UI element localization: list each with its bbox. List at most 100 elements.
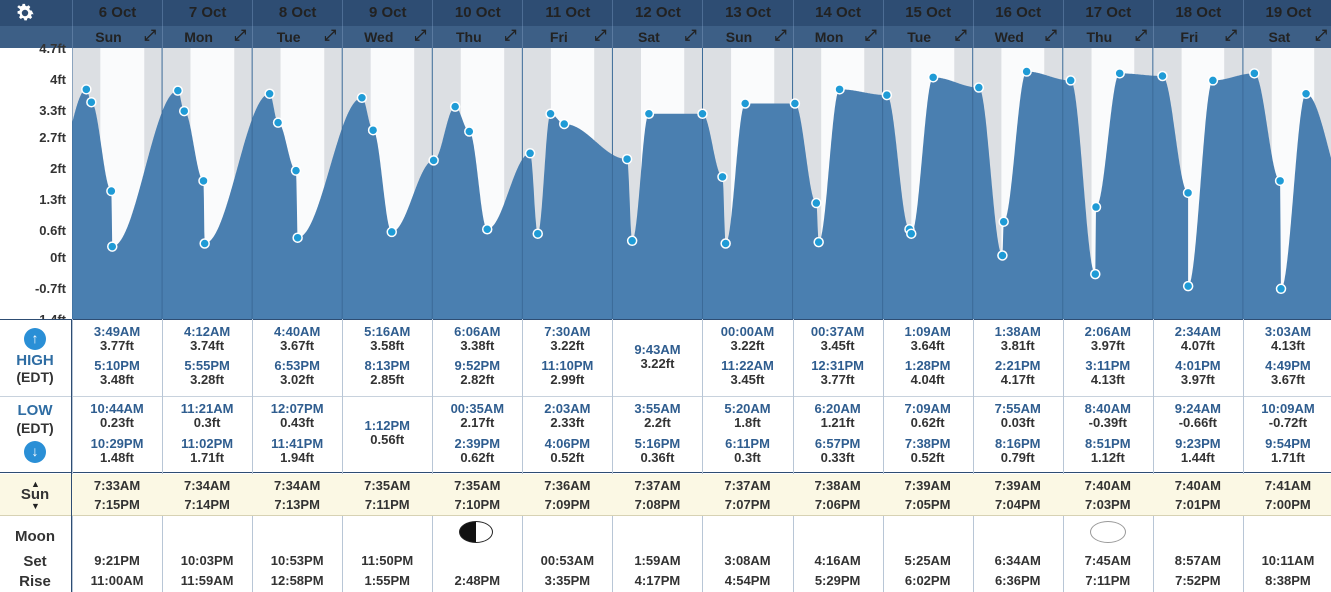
- sunset-time: 7:06PM: [814, 497, 861, 512]
- header-day-expand-button[interactable]: Fri ⤢: [1152, 26, 1243, 48]
- high-tide-time: 6:06AM: [454, 324, 501, 339]
- tide-point: [1182, 280, 1194, 292]
- expand-arrows-icon[interactable]: ⤢: [864, 27, 877, 44]
- header-date: 14 Oct: [792, 0, 883, 26]
- high-tz-label: (EDT): [16, 369, 54, 385]
- high-tide-entry: 6:06AM 3.38ft: [432, 325, 522, 353]
- tide-point: [1207, 75, 1219, 86]
- column-divider: [972, 319, 974, 592]
- low-tide-height: 0.23ft: [100, 415, 135, 430]
- header-day-expand-button[interactable]: Sun ⤢: [702, 26, 792, 48]
- header-day-expand-button[interactable]: Sat ⤢: [1242, 26, 1331, 48]
- low-tide-height: 2.33ft: [550, 415, 585, 430]
- expand-arrows-icon[interactable]: ⤢: [1224, 27, 1237, 44]
- expand-arrows-icon[interactable]: ⤢: [144, 27, 157, 44]
- high-tide-entry: 5:55PM 3.28ft: [162, 359, 252, 387]
- sunset-time: 7:10PM: [454, 497, 501, 512]
- header-day-expand-button[interactable]: Fri ⤢: [522, 26, 612, 48]
- header-day-expand-button[interactable]: Thu ⤢: [1062, 26, 1153, 48]
- arrow-down-icon[interactable]: ↓: [24, 441, 46, 463]
- header-day-expand-button[interactable]: Sun ⤢: [72, 26, 162, 48]
- moonrise-time: 4:17PM: [634, 573, 681, 588]
- low-tide-entry: 4:06PM 0.52ft: [522, 437, 612, 465]
- tide-point: [1274, 175, 1286, 187]
- expand-arrows-icon[interactable]: ⤢: [414, 27, 427, 44]
- sunrise-time: 7:37AM: [634, 478, 681, 493]
- header-day-expand-button[interactable]: Thu ⤢: [432, 26, 522, 48]
- header-day-expand-button[interactable]: Mon ⤢: [792, 26, 883, 48]
- tide-point: [290, 165, 302, 176]
- tide-point: [545, 108, 556, 120]
- expand-arrows-icon[interactable]: ⤢: [234, 27, 247, 44]
- low-label: LOW: [17, 402, 53, 419]
- moonrise-time: 5:29PM: [814, 573, 861, 588]
- arrow-up-icon[interactable]: ↑: [24, 328, 46, 350]
- header-day-expand-button[interactable]: Wed ⤢: [342, 26, 432, 48]
- moonset-time: 00:53AM: [540, 553, 595, 568]
- moonset-time: 11:50PM: [361, 553, 414, 568]
- low-tide-time: 10:44AM: [90, 401, 144, 416]
- high-tide-time: 5:10PM: [94, 358, 140, 373]
- sunset-time: 7:08PM: [634, 497, 681, 512]
- tide-point: [927, 72, 939, 83]
- high-tide-time: 12:31PM: [811, 358, 864, 373]
- low-tide-time: 8:51PM: [1085, 436, 1131, 451]
- expand-arrows-icon[interactable]: ⤢: [954, 27, 967, 44]
- expand-arrows-icon[interactable]: ⤢: [1044, 27, 1057, 44]
- header-day-label: Sun: [95, 29, 122, 45]
- tide-point: [464, 126, 475, 137]
- expand-arrows-icon[interactable]: ⤢: [594, 27, 607, 44]
- half-moon-icon: [459, 521, 494, 543]
- tide-point: [813, 236, 824, 248]
- column-divider: [432, 319, 434, 592]
- header-day-label: Sat: [638, 29, 660, 45]
- header-day-expand-button[interactable]: Tue ⤢: [252, 26, 342, 48]
- tide-point: [881, 89, 893, 101]
- tide-point: [717, 171, 728, 183]
- expand-arrows-icon[interactable]: ⤢: [684, 27, 697, 44]
- column-divider: [522, 319, 524, 592]
- sunrise-time: 7:34AM: [183, 478, 231, 493]
- low-tide-height: 0.62ft: [460, 450, 495, 465]
- expand-arrows-icon[interactable]: ⤢: [1134, 27, 1147, 44]
- tide-point: [524, 148, 536, 159]
- expand-arrows-icon[interactable]: ⤢: [1314, 27, 1327, 44]
- y-tick-label: 3.3ft: [39, 103, 66, 118]
- low-tide-entry: 8:16PM 0.79ft: [973, 437, 1063, 465]
- low-tide-height: 2.2ft: [644, 415, 671, 430]
- column-divider: [1242, 319, 1244, 592]
- sunrise-time: 7:38AM: [814, 478, 861, 493]
- high-tide-height: 3.28ft: [190, 372, 225, 387]
- gear-icon[interactable]: [14, 2, 54, 24]
- moonset-time: 3:08AM: [724, 553, 771, 568]
- high-tide-height: 3.48ft: [100, 372, 135, 387]
- high-tide-time: 9:52PM: [454, 358, 501, 373]
- expand-arrows-icon[interactable]: ⤢: [774, 27, 787, 44]
- high-tide-entry: 6:53PM 3.02ft: [252, 359, 342, 387]
- tide-point: [1157, 70, 1168, 82]
- sunset-time: 7:04PM: [994, 497, 1041, 512]
- high-tide-time: 00:00AM: [720, 324, 775, 339]
- tide-point: [906, 228, 917, 239]
- tide-point: [1090, 268, 1101, 280]
- moonset-time: 10:03PM: [180, 553, 234, 568]
- low-tide-time: 2:03AM: [544, 401, 591, 416]
- header-day-expand-button[interactable]: Wed ⤢: [972, 26, 1063, 48]
- header-date: 9 Oct: [342, 0, 432, 26]
- sun-label: Sun: [20, 486, 50, 503]
- tide-point: [172, 85, 184, 96]
- header-day-expand-button[interactable]: Sat ⤢: [612, 26, 702, 48]
- moonrise-time: 3:35PM: [544, 573, 591, 588]
- low-tide-height: 0.79ft: [1000, 450, 1035, 465]
- column-divider: [792, 319, 794, 592]
- expand-arrows-icon[interactable]: ⤢: [504, 27, 517, 44]
- tide-point: [1182, 187, 1194, 199]
- expand-arrows-icon[interactable]: ⤢: [324, 27, 337, 44]
- header-day-expand-button[interactable]: Mon ⤢: [162, 26, 252, 48]
- low-tide-height: 1.71ft: [190, 450, 225, 465]
- high-tide-height: 4.07ft: [1180, 338, 1215, 353]
- header-day-expand-button[interactable]: Tue ⤢: [882, 26, 973, 48]
- low-tide-entry: 9:54PM 1.71ft: [1243, 437, 1331, 465]
- low-tide-entry: 6:11PM 0.3ft: [702, 437, 792, 465]
- low-tide-entry: 6:57PM 0.33ft: [793, 437, 883, 465]
